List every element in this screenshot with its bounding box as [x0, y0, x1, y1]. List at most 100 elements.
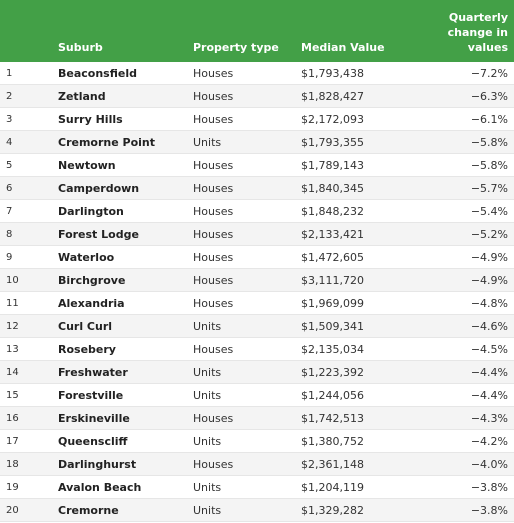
table-cell: Houses — [193, 182, 234, 195]
table-cell: 1 — [6, 68, 13, 79]
table-cell: 11 — [6, 298, 19, 309]
table-cell: 9 — [6, 252, 13, 263]
table-cell: 17 — [6, 436, 19, 447]
table-cell: Erskineville — [58, 412, 130, 425]
table-row: 15 Forestville Units $1,244,056 −4.4% — [0, 384, 514, 407]
table-row: 19 Avalon Beach Units $1,204,119 −3.8% — [0, 476, 514, 499]
table-row: 16 Erskineville Houses $1,742,513 −4.3% — [0, 407, 514, 430]
table-cell: Curl Curl — [58, 320, 113, 333]
table-cell: Houses — [193, 67, 234, 80]
table-cell: 16 — [6, 413, 19, 424]
table-cell: Houses — [193, 343, 234, 356]
table-cell: −4.2% — [470, 435, 508, 448]
table-cell: Forestville — [58, 389, 124, 402]
table-row: 17 Queenscliff Units $1,380,752 −4.2% — [0, 430, 514, 453]
table-cell: Queenscliff — [58, 435, 128, 448]
table-cell: Houses — [193, 412, 234, 425]
table-cell: Avalon Beach — [58, 481, 142, 494]
table-cell: 4 — [6, 137, 13, 148]
header-cell: Suburb — [58, 41, 103, 54]
table-cell: −4.9% — [470, 274, 508, 287]
table-row: 12 Curl Curl Units $1,509,341 −4.6% — [0, 315, 514, 338]
table-cell: 10 — [6, 275, 19, 286]
table-cell: $1,793,355 — [301, 136, 364, 149]
table-cell: 5 — [6, 160, 13, 171]
table-cell: Units — [193, 435, 222, 448]
table-cell: $2,133,421 — [301, 228, 364, 241]
table-cell: −4.4% — [470, 366, 508, 379]
table-cell: $1,742,513 — [301, 412, 364, 425]
table-cell: 13 — [6, 344, 19, 355]
table-cell: Houses — [193, 113, 234, 126]
table-cell: −6.1% — [470, 113, 508, 126]
table-cell: Waterloo — [58, 251, 115, 264]
table-cell: Houses — [193, 205, 234, 218]
table-cell: $1,789,143 — [301, 159, 364, 172]
table-cell: −4.0% — [470, 458, 508, 471]
table-cell: 14 — [6, 367, 19, 378]
table-cell: Units — [193, 504, 222, 517]
table-cell: −4.8% — [470, 297, 508, 310]
table-cell: $1,244,056 — [301, 389, 364, 402]
table-cell: −5.7% — [470, 182, 508, 195]
table-row: 2 Zetland Houses $1,828,427 −6.3% — [0, 85, 514, 108]
table-cell: −4.5% — [470, 343, 508, 356]
table-cell: Houses — [193, 458, 234, 471]
table-cell: Houses — [193, 274, 234, 287]
table-cell: 7 — [6, 206, 13, 217]
table-cell: Alexandria — [58, 297, 125, 310]
table-cell: Houses — [193, 159, 234, 172]
table-cell: Units — [193, 320, 222, 333]
table-row: 8 Forest Lodge Houses $2,133,421 −5.2% — [0, 223, 514, 246]
table-cell: −5.4% — [470, 205, 508, 218]
table-cell: −4.3% — [470, 412, 508, 425]
table-cell: −4.6% — [470, 320, 508, 333]
table-cell: Units — [193, 389, 222, 402]
table-cell: Surry Hills — [58, 113, 123, 126]
table-row: 20 Cremorne Units $1,329,282 −3.8% — [0, 499, 514, 522]
table-cell: $1,969,099 — [301, 297, 364, 310]
table-row: 13 Rosebery Houses $2,135,034 −4.5% — [0, 338, 514, 361]
table-row: 1 Beaconsfield Houses $1,793,438 −7.2% — [0, 62, 514, 85]
table-cell: −4.9% — [470, 251, 508, 264]
header-cell: Median Value — [301, 41, 385, 54]
table-cell: $1,828,427 — [301, 90, 364, 103]
table-cell: 6 — [6, 183, 13, 194]
table-cell: Rosebery — [58, 343, 116, 356]
table-cell: Darlington — [58, 205, 124, 218]
table-row: 14 Freshwater Units $1,223,392 −4.4% — [0, 361, 514, 384]
table-row: 3 Surry Hills Houses $2,172,093 −6.1% — [0, 108, 514, 131]
table-cell: Freshwater — [58, 366, 128, 379]
table-cell: Beaconsfield — [58, 67, 137, 80]
header-cell: Quarterly change in values — [447, 11, 508, 54]
table-header: Suburb Property type Median Value Quarte… — [0, 0, 514, 62]
table-cell: Cremorne Point — [58, 136, 156, 149]
table-cell: $1,848,232 — [301, 205, 364, 218]
table-row: 5 Newtown Houses $1,789,143 −5.8% — [0, 154, 514, 177]
header-cell: Property type — [193, 41, 279, 54]
table-cell: $1,509,341 — [301, 320, 364, 333]
table-cell: $1,793,438 — [301, 67, 364, 80]
table-cell: Newtown — [58, 159, 116, 172]
table-cell: $3,111,720 — [301, 274, 364, 287]
table-cell: Birchgrove — [58, 274, 126, 287]
table-cell: $2,172,093 — [301, 113, 364, 126]
table-cell: −5.8% — [470, 159, 508, 172]
table-cell: Zetland — [58, 90, 106, 103]
table-cell: 19 — [6, 482, 19, 493]
table-cell: Houses — [193, 90, 234, 103]
table-cell: Cremorne — [58, 504, 119, 517]
table-cell: $2,135,034 — [301, 343, 364, 356]
table-cell: $1,472,605 — [301, 251, 364, 264]
table-cell: Houses — [193, 228, 234, 241]
table-cell: 15 — [6, 390, 19, 401]
table-cell: 12 — [6, 321, 19, 332]
table-cell: Units — [193, 481, 222, 494]
table-row: 10 Birchgrove Houses $3,111,720 −4.9% — [0, 269, 514, 292]
table-cell: Units — [193, 136, 222, 149]
table-row: 7 Darlington Houses $1,848,232 −5.4% — [0, 200, 514, 223]
table-cell: $1,329,282 — [301, 504, 364, 517]
table-cell: −5.8% — [470, 136, 508, 149]
table-cell: −3.8% — [470, 504, 508, 517]
